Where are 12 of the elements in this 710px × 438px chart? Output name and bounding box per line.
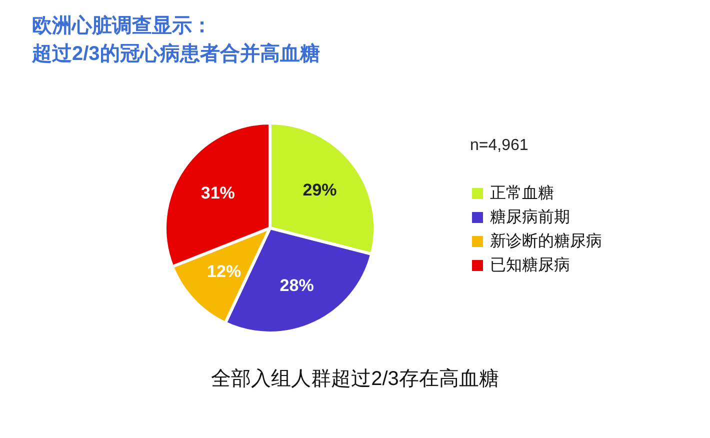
legend-label: 糖尿病前期	[490, 208, 570, 226]
data-label: 12%	[207, 262, 242, 282]
data-label: 31%	[200, 184, 235, 203]
chart-title: 欧洲心脏调查显示：	[32, 14, 212, 37]
text: n=4,961	[470, 137, 528, 154]
data-label: 28%	[280, 276, 314, 296]
text: 全部入组人群超过2/3存在高血糖	[211, 367, 499, 390]
chart-subtitle: 超过2/3的冠心病患者合并高血糖	[31, 42, 320, 65]
legend-label: 新诊断的糖尿病	[490, 232, 602, 250]
legend-label: 正常血糖	[490, 184, 554, 202]
data-label: 29%	[302, 180, 337, 200]
legend-label: 已知糖尿病	[490, 256, 570, 274]
